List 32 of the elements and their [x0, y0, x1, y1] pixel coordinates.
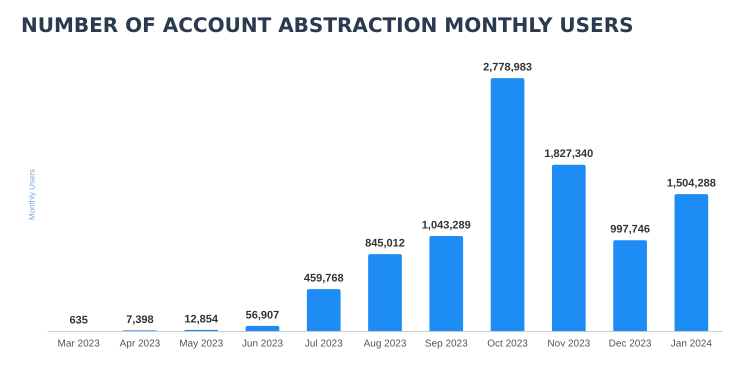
y-axis-title: Monthly Users — [28, 168, 36, 220]
data-label: 56,907 — [246, 309, 280, 322]
bar — [674, 194, 708, 331]
bar — [368, 254, 402, 331]
data-label: 1,043,289 — [422, 220, 471, 232]
bar — [490, 78, 524, 331]
x-tick-label: Aug 2023 — [364, 338, 407, 350]
x-tick-label: Jun 2023 — [242, 338, 284, 350]
x-tick-label: Oct 2023 — [487, 338, 528, 350]
data-label: 459,768 — [304, 272, 344, 285]
bar — [306, 289, 341, 331]
bar — [613, 240, 647, 331]
bar — [429, 236, 464, 331]
x-tick-label: Dec 2023 — [608, 338, 652, 350]
data-label: 1,504,288 — [666, 178, 716, 190]
x-tick-label: Mar 2023 — [58, 338, 100, 350]
chart-title: NUMBER OF ACCOUNT ABSTRACTION MONTHLY USERS — [21, 13, 634, 37]
bar — [552, 164, 586, 331]
data-label: 7,398 — [126, 314, 154, 326]
data-label: 845,012 — [365, 238, 405, 250]
data-label: 635 — [69, 314, 88, 326]
data-label: 997,746 — [610, 224, 650, 236]
data-label: 2,778,983 — [483, 62, 532, 74]
x-tick-label: May 2023 — [179, 338, 224, 350]
bar — [246, 326, 280, 331]
x-tick-label: Nov 2023 — [547, 338, 591, 350]
data-label: 1,827,340 — [544, 148, 594, 160]
x-tick-label: Apr 2023 — [120, 338, 161, 350]
data-label: 12,854 — [184, 313, 219, 326]
x-tick-label: Sep 2023 — [424, 338, 468, 350]
x-tick-label: Jan 2024 — [670, 338, 712, 350]
x-tick-label: Jul 2023 — [304, 338, 344, 350]
